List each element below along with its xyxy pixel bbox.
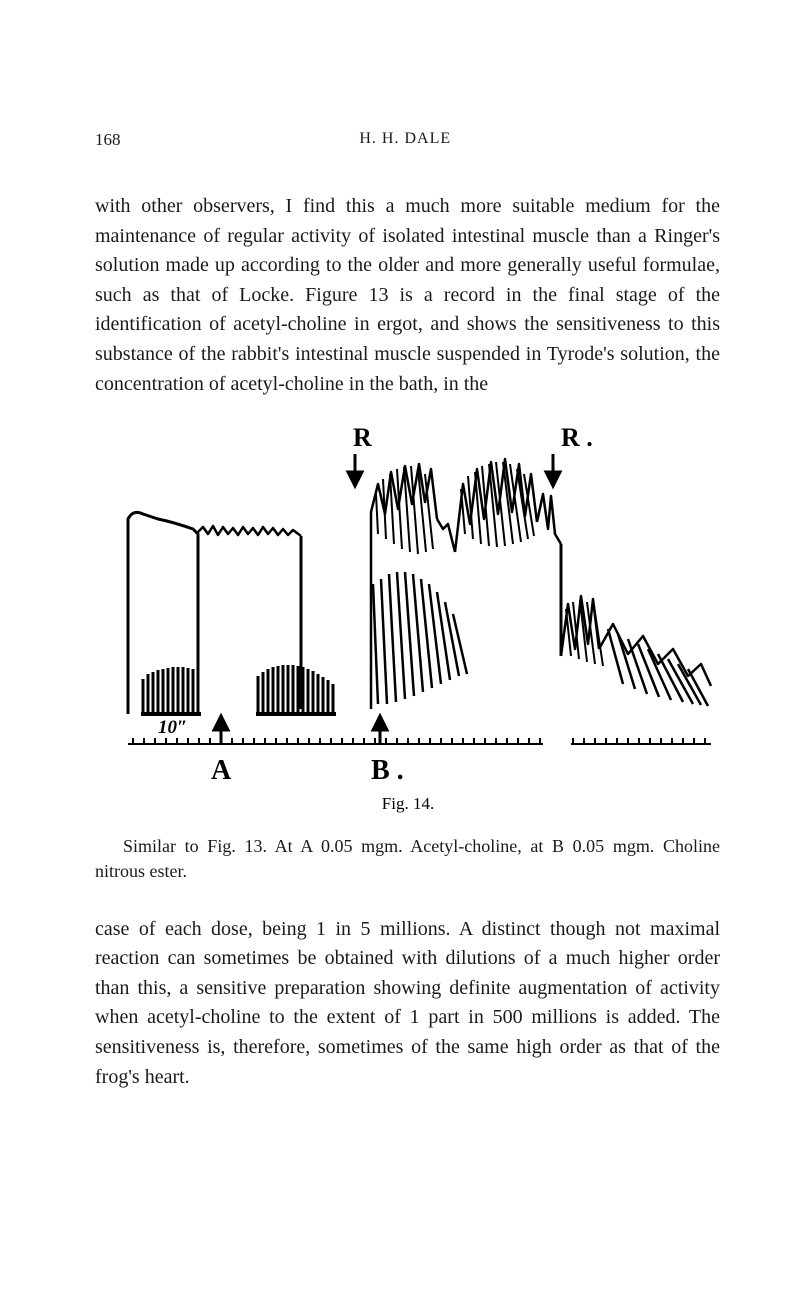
label-10sec: 10″: [158, 717, 188, 738]
far-right-hatch: [608, 629, 708, 706]
label-R-right: R .: [561, 424, 593, 452]
header-spacer: [690, 130, 720, 150]
paragraph-1: with other observers, I find this a much…: [95, 192, 720, 399]
figure-14-svg: R R .: [103, 424, 713, 814]
decay-block-3: [373, 572, 467, 704]
oscillation-block-2: [256, 665, 336, 714]
paragraph-2: case of each dose, being 1 in 5 millions…: [95, 915, 720, 1093]
figure-caption-label: Fig. 14.: [381, 794, 433, 813]
arrow-up-A: [214, 716, 228, 744]
peak-hatch-A: [376, 466, 433, 554]
page-container: 168 H. H. DALE with other observers, I f…: [0, 0, 800, 1172]
figure-14-container: R R .: [95, 424, 720, 814]
arrow-down-right: [546, 454, 560, 486]
label-A: A: [211, 755, 232, 786]
author-header: H. H. DALE: [359, 130, 451, 150]
time-marker-line: [128, 738, 711, 744]
oscillation-block-1: [141, 667, 201, 714]
page-header: 168 H. H. DALE: [95, 130, 720, 150]
figure-14-caption: Similar to Fig. 13. At A 0.05 mgm. Acety…: [95, 834, 720, 884]
trace-group: [128, 459, 711, 714]
arrow-down-left: [348, 454, 362, 486]
label-R-left: R: [353, 424, 372, 452]
label-B: B .: [371, 755, 404, 786]
page-number: 168: [95, 130, 121, 150]
